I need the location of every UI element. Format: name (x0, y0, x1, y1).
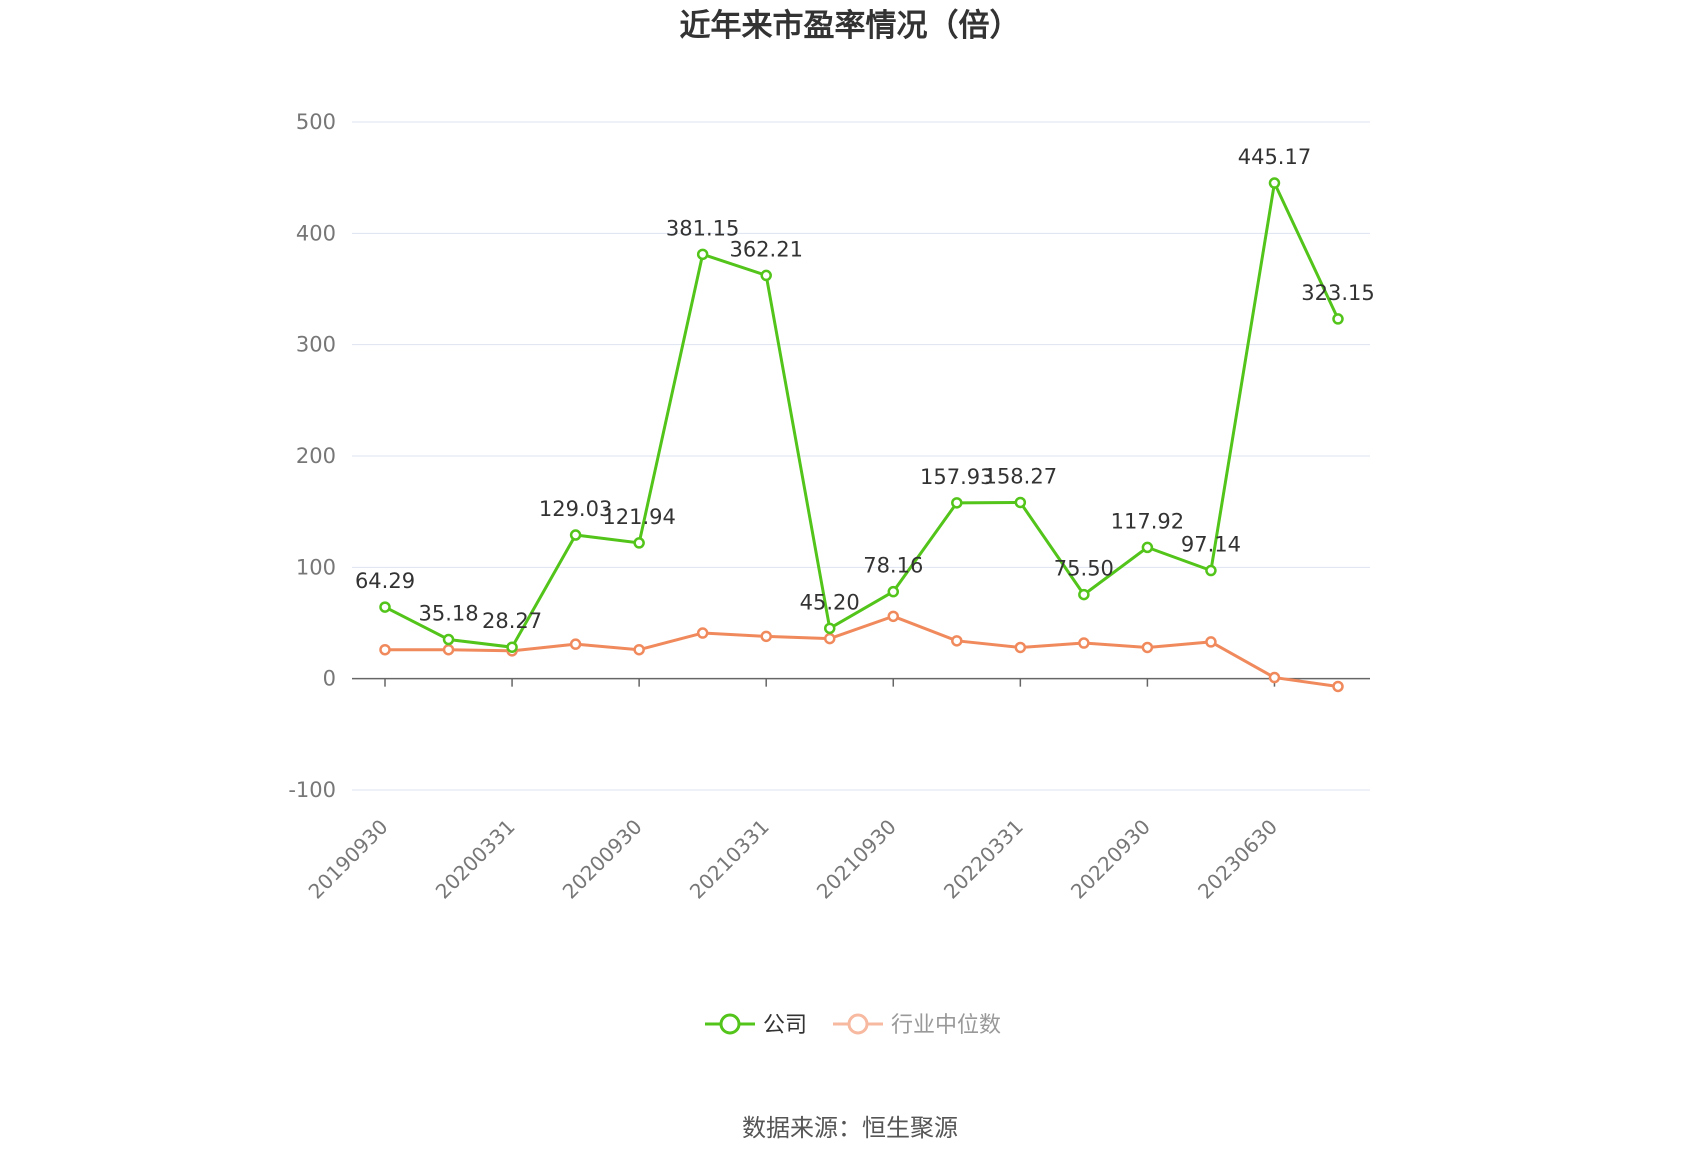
data-point (951, 497, 963, 509)
data-label: 97.14 (1181, 533, 1241, 557)
y-tick-label: 100 (296, 555, 336, 579)
data-point (1141, 641, 1154, 654)
legend-marker (847, 1013, 869, 1035)
data-point (823, 622, 836, 635)
x-tick-label: 20220331 (939, 815, 1028, 904)
data-point (1014, 641, 1027, 654)
data-label: 445.17 (1238, 145, 1311, 169)
x-tick-label: 20210930 (812, 815, 901, 904)
data-point (633, 643, 645, 656)
data-point (1014, 496, 1027, 509)
x-tick-label: 20190930 (304, 815, 393, 904)
data-label: 75.50 (1054, 557, 1114, 581)
data-point (1141, 541, 1154, 554)
x-tick-label: 20210331 (685, 815, 774, 904)
series-line-0 (384, 181, 1340, 649)
data-point (1205, 636, 1217, 648)
x-tick-label: 20200331 (431, 815, 520, 904)
data-point (1205, 564, 1217, 577)
x-tick-label: 20200930 (558, 815, 647, 904)
data-point (569, 638, 582, 650)
data-label: 158.27 (984, 464, 1057, 488)
series (379, 177, 1344, 693)
data-point (633, 537, 645, 549)
data-point (887, 585, 900, 598)
data-point (696, 627, 709, 639)
data-point (379, 601, 391, 613)
data-point (379, 643, 391, 656)
data-point (823, 632, 836, 645)
data-label: 117.92 (1111, 509, 1184, 533)
data-label: 323.15 (1301, 281, 1374, 305)
data-point (1332, 313, 1344, 325)
y-tick-label: 0 (323, 667, 336, 691)
chart-title: 近年来市盈率情况（倍） (680, 8, 1021, 44)
data-point (442, 643, 455, 656)
data-label: 78.16 (863, 554, 923, 578)
data-point (1332, 680, 1344, 693)
data-point (1078, 637, 1090, 649)
data-label: 362.21 (729, 237, 802, 261)
y-tick-label: 400 (296, 221, 336, 245)
data-point (506, 641, 518, 653)
data-point (569, 529, 582, 541)
y-tick-label: 200 (296, 444, 336, 468)
x-axis: 20190930 20200331 20200930 20210331 20210930… (304, 678, 1282, 904)
legend-marker (719, 1013, 741, 1035)
data-point (1268, 177, 1281, 189)
x-tick-label: 20230630 (1193, 815, 1282, 904)
data-point (951, 635, 963, 647)
x-tick-label: 20220930 (1066, 815, 1155, 904)
legend: 公司 行业中位数 (705, 1013, 1001, 1038)
data-point (442, 633, 455, 646)
series-line-1 (385, 614, 1339, 688)
y-tick-label: 500 (296, 110, 336, 134)
data-label: 157.93 (920, 465, 993, 489)
data-point (887, 610, 900, 623)
y-tick-label: -100 (288, 778, 336, 802)
data-point (760, 630, 772, 643)
data-point (696, 248, 709, 261)
source-note: 数据来源：恒生聚源 (742, 1114, 958, 1142)
data-label: 28.27 (482, 609, 542, 633)
data-point (1078, 588, 1090, 601)
data-label: 381.15 (666, 216, 739, 240)
y-axis: 500 400 300 200 100 0 -100 (288, 110, 336, 802)
data-label: 64.29 (355, 569, 415, 593)
grid-lines (352, 121, 1370, 791)
data-label: 129.03 (539, 497, 612, 521)
data-label: 45.20 (800, 590, 860, 614)
data-point (760, 269, 772, 282)
data-label: 121.94 (602, 505, 675, 529)
y-tick-label: 300 (296, 333, 336, 357)
legend-label: 行业中位数 (891, 1013, 1001, 1038)
data-label: 35.18 (418, 601, 478, 625)
legend-label: 公司 (763, 1013, 807, 1038)
data-point (1268, 671, 1281, 684)
